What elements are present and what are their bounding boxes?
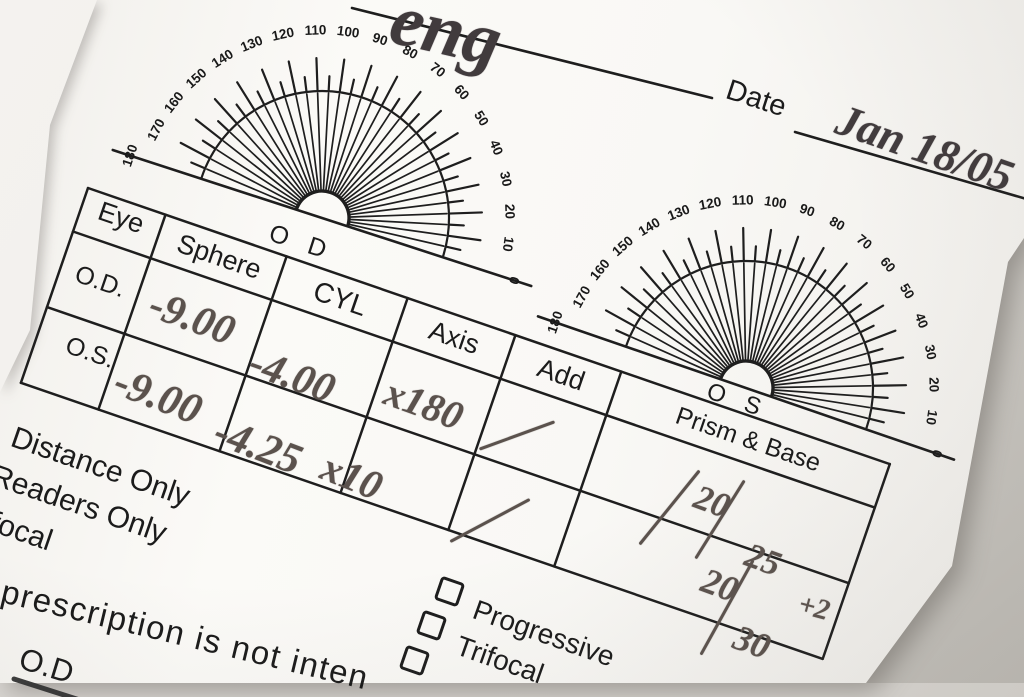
degree-label: 160 (587, 256, 613, 283)
degree-label: 70 (854, 231, 875, 252)
degree-label: 120 (698, 194, 723, 213)
degree-label: 0 (506, 275, 523, 287)
degree-label: 40 (487, 138, 507, 158)
degree-label: 20 (502, 204, 518, 220)
degree-label: 60 (877, 254, 898, 275)
degree-label: 80 (827, 213, 847, 233)
degree-label: 10 (500, 236, 517, 253)
date-line (793, 130, 1024, 200)
degree-label: 100 (763, 193, 788, 211)
degree-label: 180 (119, 143, 140, 169)
degree-label: 50 (471, 108, 492, 129)
form-grid-lines (11, 6, 1024, 697)
degree-label: 30 (497, 170, 515, 188)
degree-label: 80 (400, 42, 420, 62)
degree-label: 30 (922, 343, 940, 361)
degree-label: 20 (926, 377, 941, 392)
name-line (350, 6, 714, 100)
degree-label: 50 (897, 281, 918, 302)
degree-label: 170 (144, 116, 168, 143)
degree-label: 70 (427, 59, 448, 80)
degree-label: 40 (912, 311, 931, 330)
degree-label: 150 (609, 233, 636, 259)
degree-label: 160 (161, 89, 187, 116)
degree-label: 130 (665, 201, 691, 223)
degree-label: 0 (929, 448, 946, 460)
degree-label: 180 (544, 309, 566, 335)
degree-label: 10 (923, 409, 940, 426)
degree-label: 130 (238, 33, 265, 55)
degree-label: 100 (336, 23, 360, 41)
degree-label: 140 (209, 46, 236, 71)
degree-label: 110 (732, 192, 754, 207)
degree-label: 90 (798, 201, 817, 220)
degree-label: 90 (371, 30, 390, 49)
degree-label: 170 (570, 283, 594, 310)
degree-label: 110 (304, 22, 326, 38)
degree-label: 140 (636, 215, 663, 239)
degree-label: 120 (270, 24, 295, 43)
degree-label: 60 (451, 82, 472, 103)
degree-label: 150 (183, 65, 210, 91)
